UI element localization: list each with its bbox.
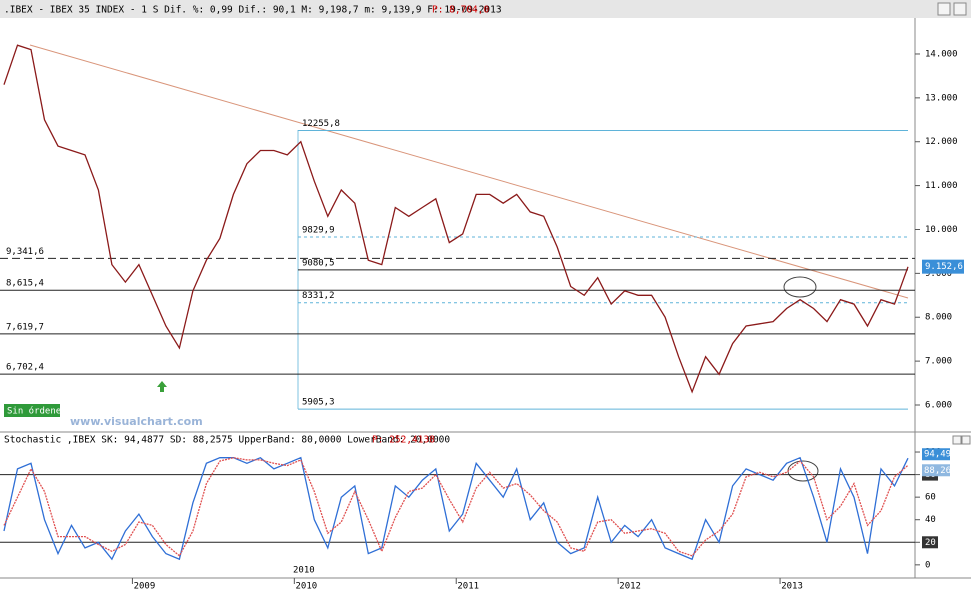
- header-title: .IBEX - IBEX 35 INDEX - 1 S Dif. %: 0,99…: [4, 5, 502, 16]
- value-label-box: [922, 464, 950, 477]
- y-tick-label: 40: [925, 515, 936, 525]
- stochastic-price: P: 252,4138: [372, 435, 435, 446]
- y-tick-label: 6.000: [925, 400, 952, 410]
- level-label: 8,615,4: [6, 279, 44, 289]
- orders-badge: Sin órdenes: [7, 406, 67, 417]
- y-tick-label: 8.000: [925, 313, 952, 323]
- last-price-box: [922, 259, 964, 274]
- value-label-box: [922, 448, 950, 461]
- pane-button[interactable]: [952, 435, 962, 445]
- highlight-ellipse: [783, 276, 817, 298]
- fibonacci-label: 5905,3: [302, 398, 335, 408]
- level-label: 9,341,6: [6, 247, 44, 257]
- last-price-label: 9.152,6: [925, 262, 963, 272]
- value-label: 94,49: [924, 450, 951, 460]
- series-line: [3, 456, 909, 561]
- stochastic-title: Stochastic ,IBEX SK: 94,4877 SD: 88,2575…: [4, 435, 450, 446]
- highlight-ellipse: [787, 460, 819, 482]
- header-price: P: 8,704,0: [432, 5, 489, 16]
- x-tick-label: 2013: [781, 582, 803, 592]
- value-label: 88,26: [924, 466, 951, 476]
- header-bar: [0, 0, 971, 18]
- y-tick-label: 7.000: [925, 357, 952, 367]
- series-line: [3, 457, 909, 557]
- x-tick-label: 2009: [134, 582, 156, 592]
- y-tick-label: 10.000: [925, 225, 958, 235]
- fibonacci-label: 9080,5: [302, 258, 335, 268]
- level-label: 7,619,7: [6, 322, 44, 332]
- y-tick-label: 14.000: [925, 49, 958, 59]
- x-tick-label: 2010: [295, 582, 317, 592]
- x-tick-label: 2012: [619, 582, 641, 592]
- y-tick-label: 12.000: [925, 137, 958, 147]
- orders-badge-bg: [4, 404, 60, 417]
- y-tick-label: 0: [925, 560, 930, 570]
- y-tick-label: 13.000: [925, 93, 958, 103]
- cursor-label: 2010: [293, 566, 315, 576]
- watermark: www.visualchart.com: [70, 415, 203, 428]
- y-tick-label: 20: [925, 538, 936, 548]
- window-button[interactable]: [953, 2, 967, 16]
- fibonacci-label: 8331,2: [302, 291, 335, 301]
- y-tick-label: 60: [925, 493, 936, 503]
- fibonacci-label: 12255,8: [302, 119, 340, 129]
- trend-line: [29, 44, 909, 299]
- fibonacci-label: 9829,9: [302, 225, 335, 235]
- pane-button[interactable]: [961, 435, 971, 445]
- band-tick-box: [922, 536, 938, 549]
- y-tick-label: 9.000: [925, 269, 952, 279]
- window-button[interactable]: [937, 2, 951, 16]
- y-tick-label: 11.000: [925, 181, 958, 191]
- buy-arrow: [157, 381, 167, 392]
- level-label: 6,702,4: [6, 363, 44, 373]
- x-tick-label: 2011: [457, 582, 479, 592]
- series-line: [3, 44, 909, 394]
